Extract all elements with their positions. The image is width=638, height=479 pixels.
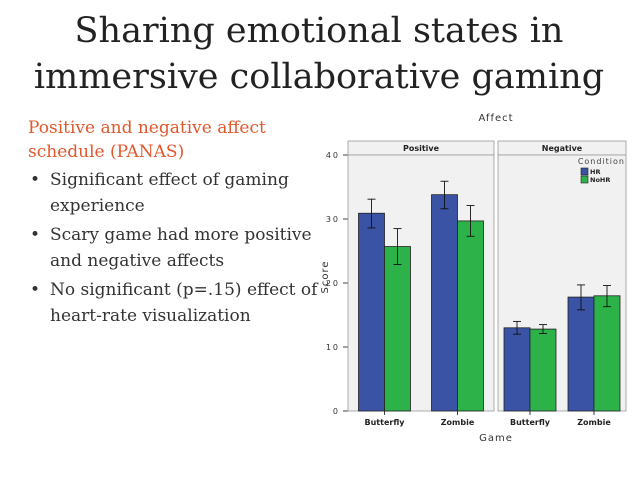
legend-label-hr: HR [590,168,600,176]
bar-hr-butterfly [503,327,531,412]
bullet-dot-icon: • [30,225,41,245]
x-axis-label: Game [479,433,513,444]
legend-swatch-nohr [580,175,589,184]
x-tick-label: Butterfly [365,418,406,427]
bullet-text: No significant (p=.15) effect of heart-r… [50,280,318,326]
bullet-list: • Significant effect of gaming experience… [28,167,318,332]
panel-label: Positive [403,144,440,153]
x-tick-label: Zombie [441,418,475,427]
affect-chart: Affect Score 0 10 20 30 40 Positive Butterfly Zom… [320,113,627,444]
y-tick-label: 0 [333,407,340,416]
bar-nohr-zombie [593,295,621,412]
y-tick-label: 40 [326,151,340,160]
bullet-item: • Scary game had more positive and negati… [28,222,318,274]
legend-label-nohr: NoHR [590,176,610,184]
bar-hr-zombie [567,296,595,412]
panel-label: Negative [542,144,583,153]
legend-swatch-hr [580,167,589,176]
slide-title: Sharing emotional states in immersive co… [33,11,605,97]
bullet-item: • No significant (p=.15) effect of heart-… [28,277,318,329]
chart-title: Affect [478,113,513,124]
bullet-dot-icon: • [30,280,41,300]
x-tick-label: Butterfly [510,418,551,427]
bar-nohr-butterfly [529,328,557,412]
y-tick-label: 20 [326,279,340,288]
bullet-item: • Significant effect of gaming experience [28,167,318,219]
y-tick-label: 30 [326,215,340,224]
bar-nohr-zombie [457,220,484,412]
bar-hr-zombie [431,194,458,412]
bar-hr-butterfly [358,212,385,412]
bullet-dot-icon: • [30,170,41,190]
bar-nohr-butterfly [384,246,411,412]
panas-heading: Positive and negative affect schedule (P… [28,118,266,162]
y-axis-label: Score [320,260,331,293]
legend-title: Condition [578,157,625,166]
x-tick-label: Zombie [577,418,611,427]
y-tick-label: 10 [326,343,340,352]
bullet-text: Significant effect of gaming experience [50,170,289,216]
bullet-text: Scary game had more positive and negativ… [50,225,312,271]
